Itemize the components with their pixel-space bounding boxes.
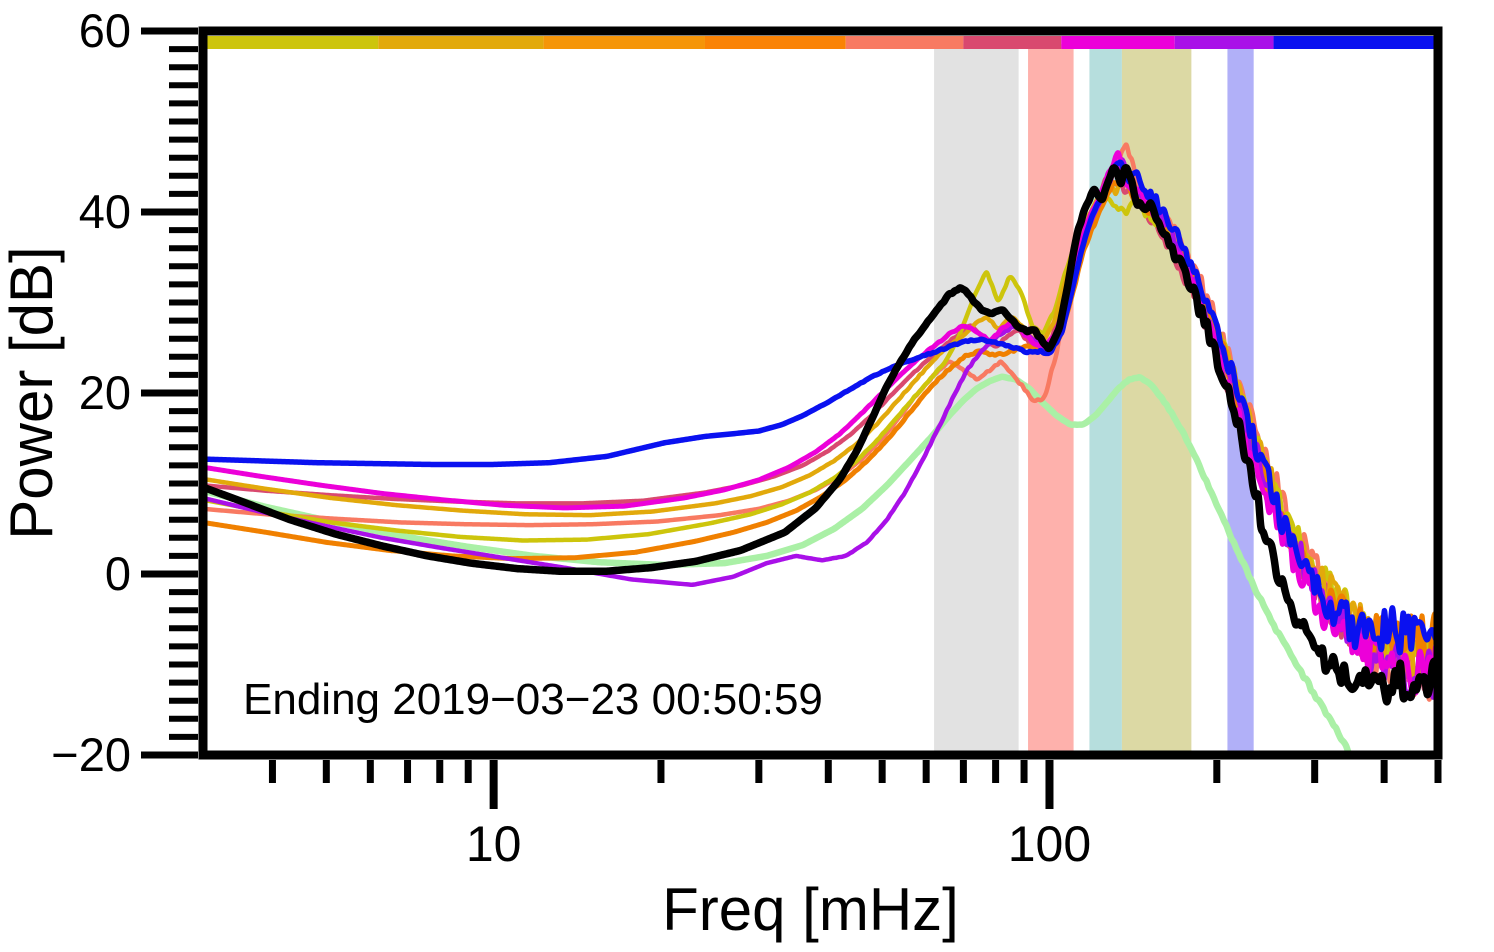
y-tick-label: 0 bbox=[105, 547, 131, 600]
x-axis-label: Freq [mHz] bbox=[662, 876, 959, 943]
band-khaki bbox=[1121, 44, 1192, 755]
y-tick-label: 60 bbox=[79, 4, 131, 57]
colorbar-segment-0 bbox=[203, 36, 379, 49]
y-axis-ticks: −20 0 20 40 60 bbox=[51, 4, 198, 781]
y-tick-label: 20 bbox=[79, 366, 131, 419]
colorbar-segment-2 bbox=[543, 36, 705, 49]
colorbar-segment-3 bbox=[704, 36, 846, 49]
y-tick-label: 40 bbox=[79, 185, 131, 238]
colorbar-segment-6 bbox=[1061, 36, 1175, 49]
spectrum-line-blue bbox=[203, 159, 1438, 656]
colorbar-strip bbox=[203, 36, 1438, 49]
x-tick-label: 10 bbox=[466, 816, 522, 872]
colorbar-segment-5 bbox=[963, 36, 1062, 49]
frame-top bbox=[198, 26, 1443, 36]
colorbar-segment-7 bbox=[1174, 36, 1274, 49]
axis-frame bbox=[198, 26, 1443, 760]
colorbar-segment-8 bbox=[1273, 36, 1438, 49]
y-axis-label: Power [dB] bbox=[0, 246, 65, 539]
spectrum-line-median bbox=[203, 164, 1438, 706]
colorbar-segment-1 bbox=[378, 36, 544, 49]
frame-right bbox=[1433, 26, 1443, 760]
spectrum-line-palegreen bbox=[203, 373, 1352, 755]
y-tick-label: −20 bbox=[51, 728, 131, 781]
plot-annotation-ending: Ending 2019−03−23 00:50:59 bbox=[243, 675, 823, 724]
x-axis-ticks: 10 100 bbox=[268, 760, 1442, 872]
colorbar-segment-4 bbox=[845, 36, 964, 49]
frame-left bbox=[198, 26, 208, 760]
spectrum-line-purple bbox=[203, 156, 1438, 700]
band-gray bbox=[934, 44, 1019, 755]
frame-bottom bbox=[198, 750, 1443, 760]
spectra-lines-group bbox=[203, 142, 1438, 755]
x-tick-label: 100 bbox=[1008, 816, 1091, 872]
